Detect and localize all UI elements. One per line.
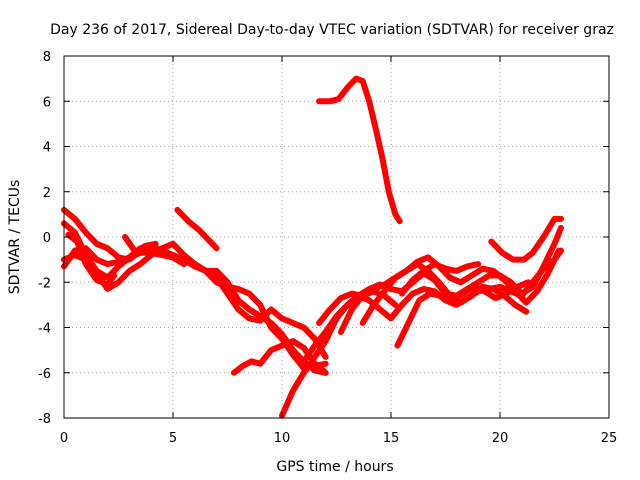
y-tick-label: -2 (38, 276, 51, 291)
y-tick-label: 8 (43, 50, 51, 65)
series-line-s17 (316, 75, 403, 225)
series-line-s3 (61, 243, 329, 372)
x-tick-label: 20 (492, 431, 509, 446)
ticks: 0 5 10 15 20 25 -8 -6 -4 -2 0 2 4 6 8 (38, 50, 617, 446)
y-tick-label: 0 (43, 231, 51, 246)
x-tick-label: 15 (383, 431, 400, 446)
x-tick-label: 5 (169, 431, 177, 446)
x-axis-label: GPS time / hours (276, 459, 393, 475)
series-line-s14 (394, 279, 532, 349)
y-tick-label: -6 (38, 367, 51, 382)
series-line-s11 (316, 261, 530, 326)
y-tick-label: -8 (38, 412, 51, 427)
series-line-s12 (337, 288, 399, 335)
series-group (61, 75, 564, 419)
series-line-s7 (174, 206, 220, 252)
series-line-s15 (398, 261, 482, 297)
y-tick-label: -4 (38, 322, 51, 337)
grid (64, 56, 609, 418)
x-tick-label: 25 (601, 431, 618, 446)
y-tick-label: 4 (43, 141, 51, 156)
y-tick-label: 2 (43, 186, 51, 201)
x-tick-label: 10 (274, 431, 291, 446)
chart-title: Day 236 of 2017, Sidereal Day-to-day VTE… (50, 22, 614, 38)
x-tick-label: 0 (60, 431, 68, 446)
series-line-s13 (359, 247, 562, 326)
y-tick-label: 6 (43, 95, 51, 110)
series-line-s6 (122, 234, 159, 256)
series-line-s16 (488, 215, 564, 263)
y-axis-label: SDTVAR / TECUs (7, 180, 23, 295)
series-line-s5 (65, 231, 118, 288)
